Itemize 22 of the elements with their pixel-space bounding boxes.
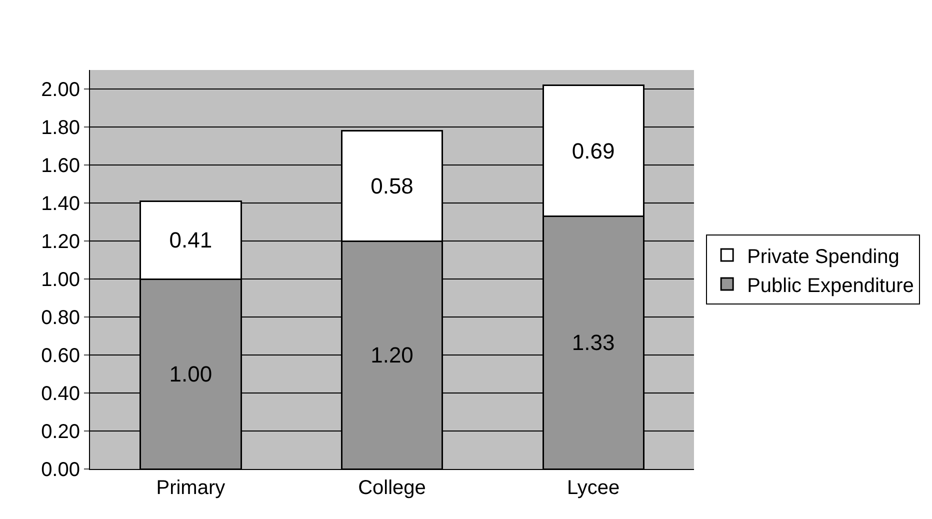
y-tick-label: 0.80 (41, 307, 80, 329)
y-tick-label: 1.80 (41, 117, 80, 139)
y-tick-label: 2.00 (41, 79, 80, 101)
x-tick-label: Primary (156, 477, 226, 499)
y-tick-label: 1.20 (41, 231, 80, 253)
x-tick-label: Lycee (567, 477, 620, 499)
y-tick-label: 0.60 (41, 345, 80, 367)
data-label: 1.33 (572, 330, 615, 356)
y-tick-label: 1.40 (41, 193, 80, 215)
y-tick-label: 1.00 (41, 269, 80, 291)
data-label: 0.69 (572, 138, 615, 164)
y-tick-label: 0.40 (41, 383, 80, 405)
data-label: 1.20 (370, 342, 414, 368)
y-tick-label: 0.20 (41, 421, 80, 443)
y-tick-label: 0.00 (41, 459, 80, 481)
legend-label: Public Expenditure (747, 274, 914, 297)
data-label: 0.58 (370, 173, 414, 198)
data-label: 0.41 (169, 228, 212, 253)
x-tick-label: College (358, 477, 426, 499)
data-label: 1.00 (169, 362, 212, 386)
legend-label: Private Spending (747, 246, 900, 268)
y-tick-label: 1.60 (41, 155, 80, 177)
